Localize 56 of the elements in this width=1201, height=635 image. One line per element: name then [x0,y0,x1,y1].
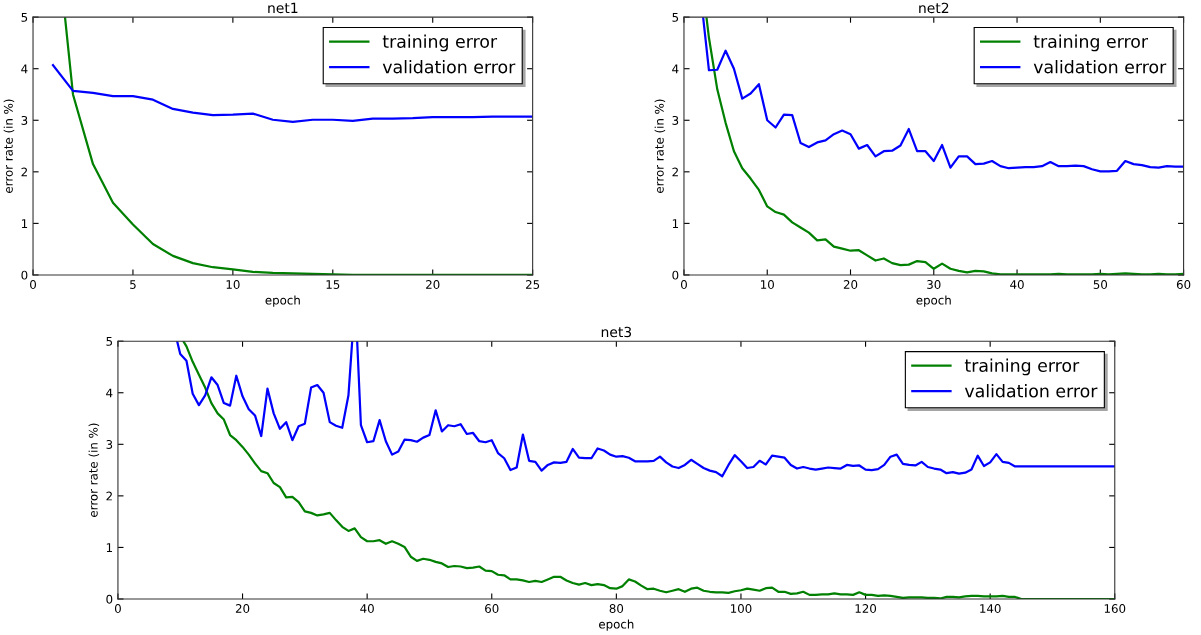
y-tick-label: 5 [106,337,113,346]
x-tick-label: 0 [114,604,121,613]
y-tick-label: 3 [21,115,28,125]
legend-label: training error [1033,34,1149,52]
x-tick-label: 10 [761,280,774,289]
legend-label: validation error [964,384,1098,398]
x-tick-label: 20 [235,604,250,613]
chart-title: net1 [268,2,298,14]
y-tick-label: 5 [21,13,28,22]
y-tick-label: 0 [672,270,679,280]
x-tick-label: 50 [1093,280,1108,289]
legend-label: validation error [1033,59,1167,74]
y-axis-title: error rate (in %) [3,99,15,193]
y-tick-label: 1 [21,219,28,228]
y-tick-label: 4 [21,64,28,74]
x-tick-label: 100 [730,604,752,613]
y-tick-label: 0 [106,594,113,604]
legend-label: training error [964,358,1080,376]
x-tick-label: 40 [1010,280,1024,289]
y-tick-label: 0 [21,270,28,280]
x-tick-label: 20 [426,280,440,289]
x-tick-label: 30 [927,280,941,289]
y-tick-label: 3 [672,115,679,125]
x-tick-label: 40 [360,604,374,613]
y-tick-label: 1 [106,543,112,552]
x-tick-label: 25 [526,280,540,289]
line-series [702,17,1184,173]
y-axis-title: error rate (in %) [88,423,100,517]
x-tick-label: 160 [1104,604,1126,613]
x-tick-label: 60 [1176,280,1191,289]
x-tick-label: 5 [130,280,136,289]
legend-label: validation error [382,59,516,74]
y-tick-label: 2 [21,167,27,177]
chart-title: net2 [919,2,949,14]
x-tick-label: 10 [226,280,240,289]
x-axis-title: epoch [916,295,951,307]
x-tick-label: 20 [843,280,858,289]
x-tick-label: 60 [485,604,499,613]
chart-title: net3 [601,326,632,338]
y-tick-label: 5 [672,13,679,22]
x-tick-label: 0 [680,280,687,289]
y-tick-label: 3 [106,440,113,449]
x-tick-label: 15 [326,280,340,289]
legend-label: training error [382,34,498,52]
y-axis-title: error rate (in %) [654,99,666,193]
x-axis-title: epoch [265,295,300,307]
x-tick-label: 80 [609,604,624,613]
y-tick-label: 4 [672,64,679,74]
x-axis-title: epoch [599,619,634,631]
x-tick-label: 140 [980,604,1001,613]
x-tick-label: 0 [30,280,36,289]
y-tick-label: 4 [106,388,113,398]
y-tick-label: 2 [672,167,678,177]
x-tick-label: 120 [855,604,877,613]
y-tick-label: 2 [106,491,112,501]
y-tick-label: 1 [672,219,679,228]
